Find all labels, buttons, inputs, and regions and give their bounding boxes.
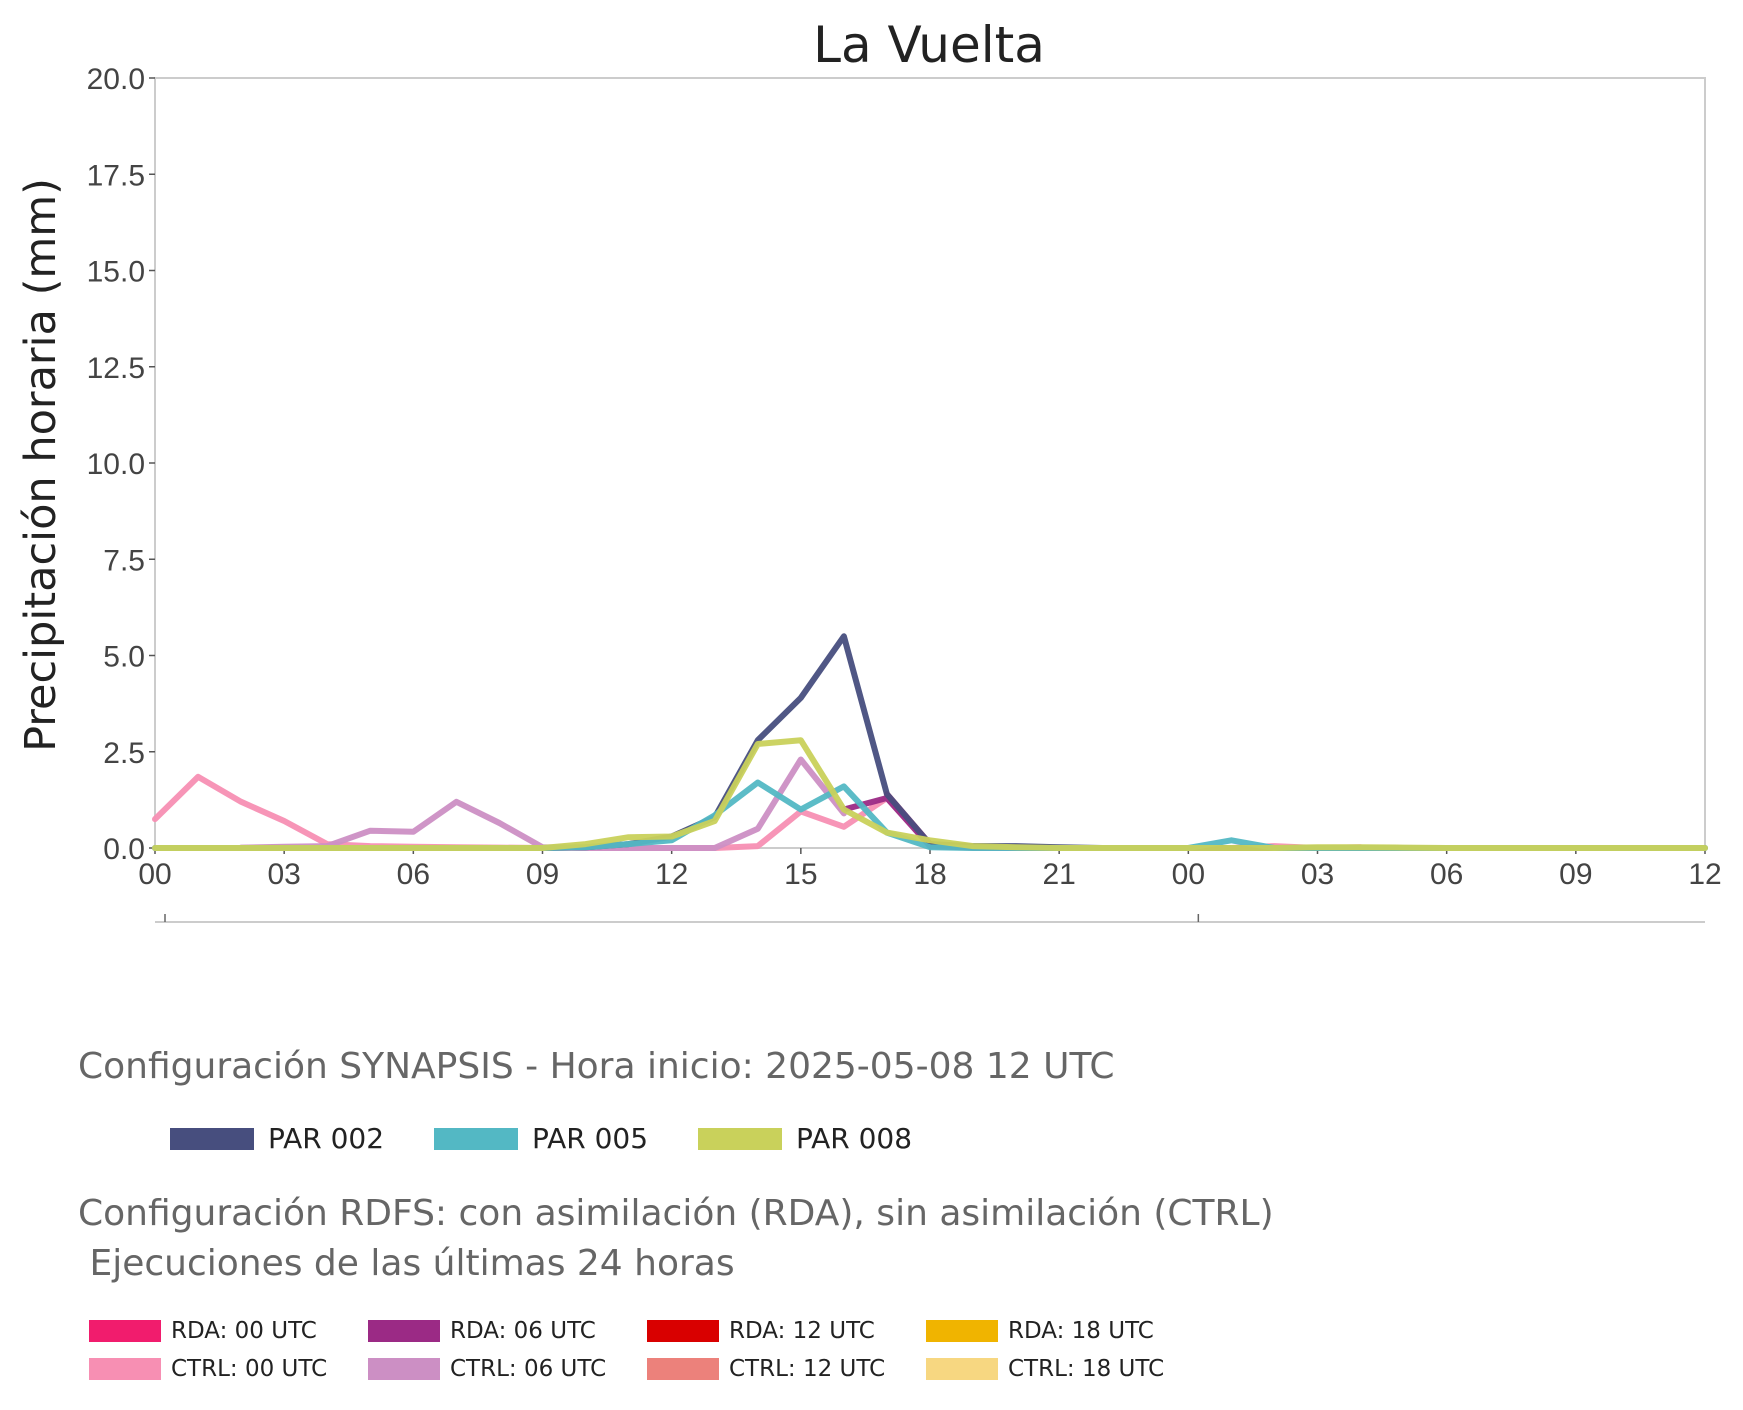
plot-frame [154,77,1706,849]
legend-label-rda-00: RDA: 00 UTC [171,1318,317,1344]
legend-label-par-008: PAR 008 [796,1122,913,1155]
legend-swatch-ctrl-00 [89,1358,161,1380]
y-tick-label: 0.0 [103,833,145,866]
y-tick-label: 17.5 [87,159,145,192]
legend-label-ctrl-18: CTRL: 18 UTC [1008,1356,1165,1382]
y-tick-label: 5.0 [103,641,145,674]
y-tick-label: 2.5 [103,737,145,770]
legend-swatch-par-002 [170,1127,254,1150]
y-axis-ticks: 0.0 2.5 5.0 7.5 10.0 12.5 15.0 17.5 20.0 [87,63,155,866]
precipitation-chart: La Vuelta Precipitación horaria (mm) 0.0… [16,16,1722,923]
legend-label-rda-18: RDA: 18 UTC [1008,1318,1154,1344]
chart-title: La Vuelta [813,16,1045,74]
legend-label-rda-06: RDA: 06 UTC [450,1318,596,1344]
x-tick-label: 00 [138,858,171,891]
series-lines [152,633,1708,851]
legend-swatch-par-008 [698,1127,782,1150]
x-tick-label: 03 [267,858,300,891]
legend-ctrl-00: CTRL: 00 UTC [89,1356,327,1382]
legend-rda-06: RDA: 06 UTC [368,1318,596,1344]
x-tick-label: 09 [526,858,559,891]
x-tick-label: 06 [397,858,430,891]
x-tick-label: 18 [913,858,946,891]
y-tick-label: 12.5 [87,352,145,385]
legend-swatch-rda-06 [368,1320,440,1342]
x-tick-label: 15 [784,858,817,891]
x-tick-label: 06 [1430,858,1463,891]
series-line-rda-00-utc [883,791,1364,851]
x-axis-ticks: 00 03 06 09 12 15 18 21 00 03 06 09 12 [138,848,1722,891]
legend-rda-00: RDA: 00 UTC [89,1318,317,1344]
legend-ctrl-06: CTRL: 06 UTC [368,1356,606,1382]
y-tick-label: 15.0 [87,256,145,289]
x-tick-label: 12 [1688,858,1721,891]
legend-label-ctrl-12: CTRL: 12 UTC [729,1356,886,1382]
x-tick-label: 21 [1042,858,1075,891]
legend-par-005: PAR 005 [434,1122,648,1155]
date-axis: 2025-05-092025-05-10 [164,914,1200,922]
legend-swatch-ctrl-18 [926,1358,998,1380]
series-line-par-002 [152,633,1708,851]
legend-label-par-002: PAR 002 [268,1122,385,1155]
y-tick-label: 10.0 [87,448,145,481]
legend-par-008: PAR 008 [698,1122,912,1155]
x-tick-label: 00 [1172,858,1205,891]
legend-label-rda-12: RDA: 12 UTC [729,1318,875,1344]
series-line-ctrl-00-utc [152,773,1364,851]
legend-swatch-rda-18 [926,1320,998,1342]
legend-swatch-ctrl-12 [647,1358,719,1380]
x-tick-label: 03 [1301,858,1334,891]
x-tick-label: 12 [655,858,688,891]
legend-label-ctrl-06: CTRL: 06 UTC [450,1356,607,1382]
legend-swatch-ctrl-06 [368,1358,440,1380]
synapsis-title: Configuración SYNAPSIS - Hora inicio: 20… [78,1046,1115,1087]
y-tick-label: 20.0 [87,63,145,96]
legend-rda-18: RDA: 18 UTC [926,1318,1154,1344]
legend-par-002: PAR 002 [170,1122,384,1155]
y-axis-label: Precipitación horaria (mm) [16,178,66,752]
rdfs-title-line2: Ejecuciones de las últimas 24 horas [78,1243,735,1284]
legend-ctrl-12: CTRL: 12 UTC [647,1356,885,1382]
legend-swatch-rda-00 [89,1320,161,1342]
x-tick-label: 09 [1559,858,1592,891]
legend-ctrl-18: CTRL: 18 UTC [926,1356,1164,1382]
legend-rda-12: RDA: 12 UTC [647,1318,875,1344]
y-tick-label: 7.5 [103,544,145,577]
series-line-ctrl-06-utc [238,756,847,851]
legend-swatch-rda-12 [647,1320,719,1342]
legend-label-ctrl-00: CTRL: 00 UTC [171,1356,328,1382]
legend-swatch-par-005 [434,1127,518,1150]
rdfs-title-line1: Configuración RDFS: con asimilación (RDA… [78,1193,1274,1234]
legend-label-par-005: PAR 005 [532,1122,649,1155]
series-line-par-008 [152,737,1708,851]
